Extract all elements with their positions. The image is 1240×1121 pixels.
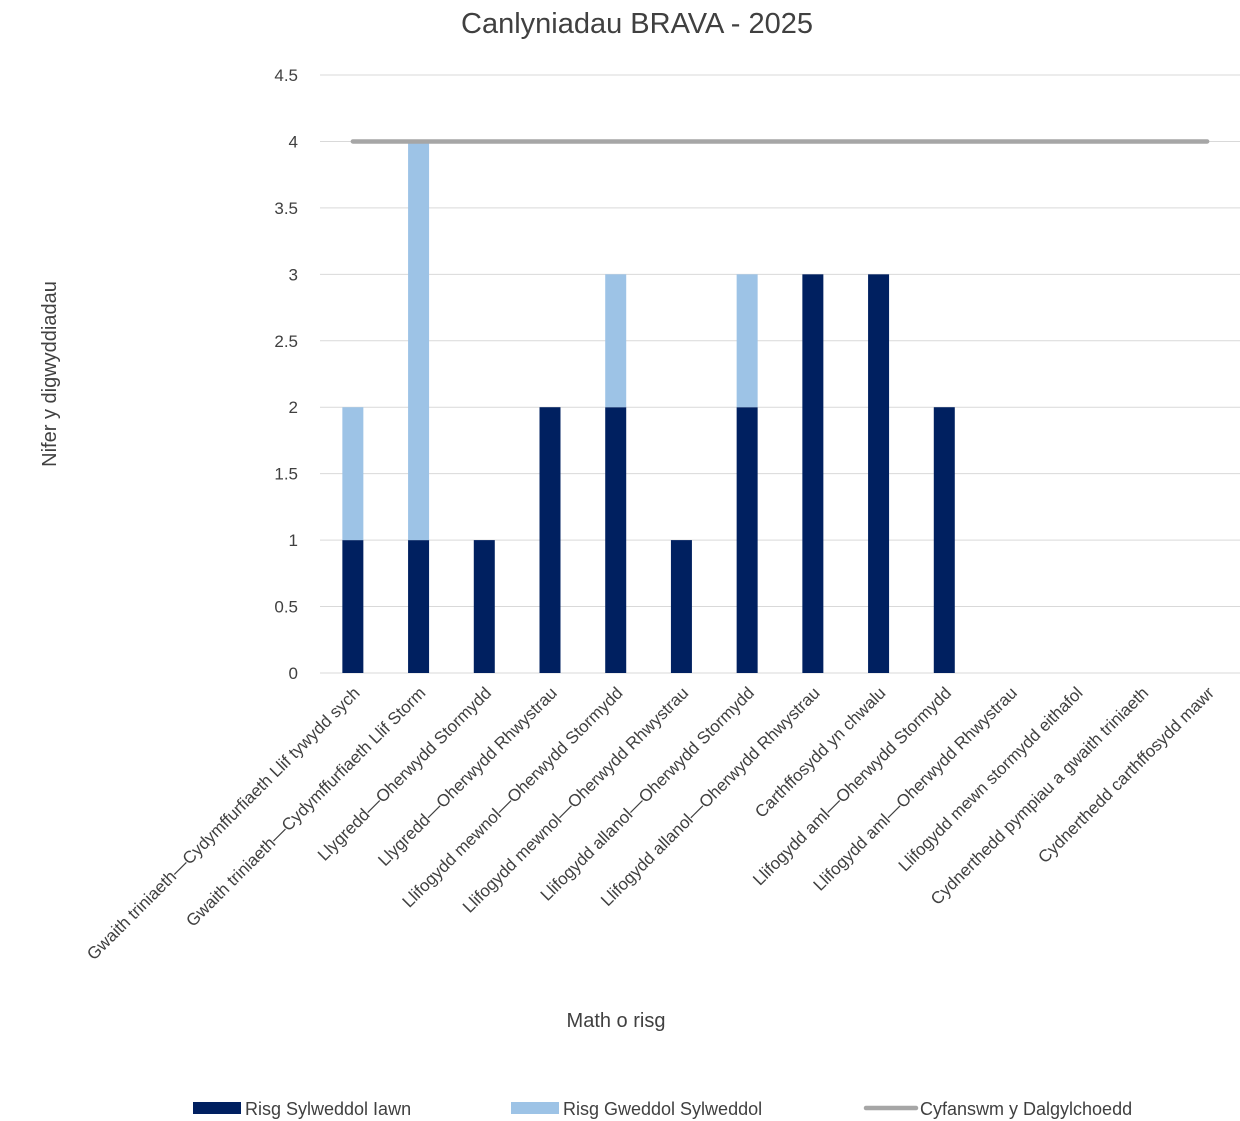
bar-segment-risg-gweddol-sylweddol xyxy=(605,274,627,408)
bar-segment-risg-gweddol-sylweddol xyxy=(342,407,364,541)
x-axis-label: Math o risg xyxy=(567,1010,666,1032)
bar-segment-risg-sylweddol-iawn xyxy=(408,540,430,673)
x-category-label: Llifogydd mewnol—Oherwydd Rhwystrau xyxy=(459,683,692,916)
y-tick-label: 0 xyxy=(289,664,298,683)
bar-segment-risg-sylweddol-iawn xyxy=(670,540,692,673)
bar-segment-risg-gweddol-sylweddol xyxy=(408,141,430,541)
y-axis-ticks: 0 0.5 1 1.5 2 2.5 3 3.5 4 4.5 xyxy=(274,66,298,683)
y-tick-label: 3 xyxy=(289,265,298,284)
bar-segment-risg-sylweddol-iawn xyxy=(473,540,495,673)
bar-segment-risg-sylweddol-iawn xyxy=(802,274,824,673)
x-axis-category-labels: Gwaith triniaeth—Cydymffurfiaeth Llif ty… xyxy=(83,683,1218,964)
x-category-label: Carthffosydd yn chwalu xyxy=(751,683,889,821)
legend-label: Cyfanswm y Dalgylchoedd xyxy=(920,1099,1132,1119)
y-tick-label: 4.5 xyxy=(274,66,298,85)
bars xyxy=(342,141,955,673)
y-tick-label: 0.5 xyxy=(274,598,298,617)
bar-segment-risg-sylweddol-iawn xyxy=(605,407,627,673)
bar-segment-risg-gweddol-sylweddol xyxy=(736,274,758,408)
y-tick-label: 2.5 xyxy=(274,332,298,351)
bar-segment-risg-sylweddol-iawn xyxy=(342,540,364,673)
y-axis-label: Nifer y digwyddiadau xyxy=(39,281,61,467)
legend-label: Risg Sylweddol Iawn xyxy=(245,1099,411,1119)
legend-label: Risg Gweddol Sylweddol xyxy=(563,1099,762,1119)
gridlines xyxy=(320,74,1240,674)
x-category-label: Gwaith triniaeth—Cydymffurfiaeth Llif St… xyxy=(182,683,429,930)
y-tick-label: 1.5 xyxy=(274,465,298,484)
x-category-label: Gwaith triniaeth—Cydymffurfiaeth Llif ty… xyxy=(83,683,363,963)
y-tick-label: 2 xyxy=(289,398,298,417)
legend-swatch-risg-gweddol-sylweddol xyxy=(511,1102,559,1114)
y-tick-label: 4 xyxy=(289,132,298,151)
bar-segment-risg-sylweddol-iawn xyxy=(539,407,561,673)
legend: Risg Sylweddol Iawn Risg Gweddol Sylweddo… xyxy=(193,1099,1132,1119)
bar-segment-risg-sylweddol-iawn xyxy=(933,407,955,673)
legend-swatch-risg-sylweddol-iawn xyxy=(193,1102,241,1114)
chart-title: Canlyniadau BRAVA - 2025 xyxy=(461,8,813,40)
bar-segment-risg-sylweddol-iawn xyxy=(868,274,890,673)
y-tick-label: 3.5 xyxy=(274,199,298,218)
bar-segment-risg-sylweddol-iawn xyxy=(736,407,758,673)
y-tick-label: 1 xyxy=(289,531,298,550)
